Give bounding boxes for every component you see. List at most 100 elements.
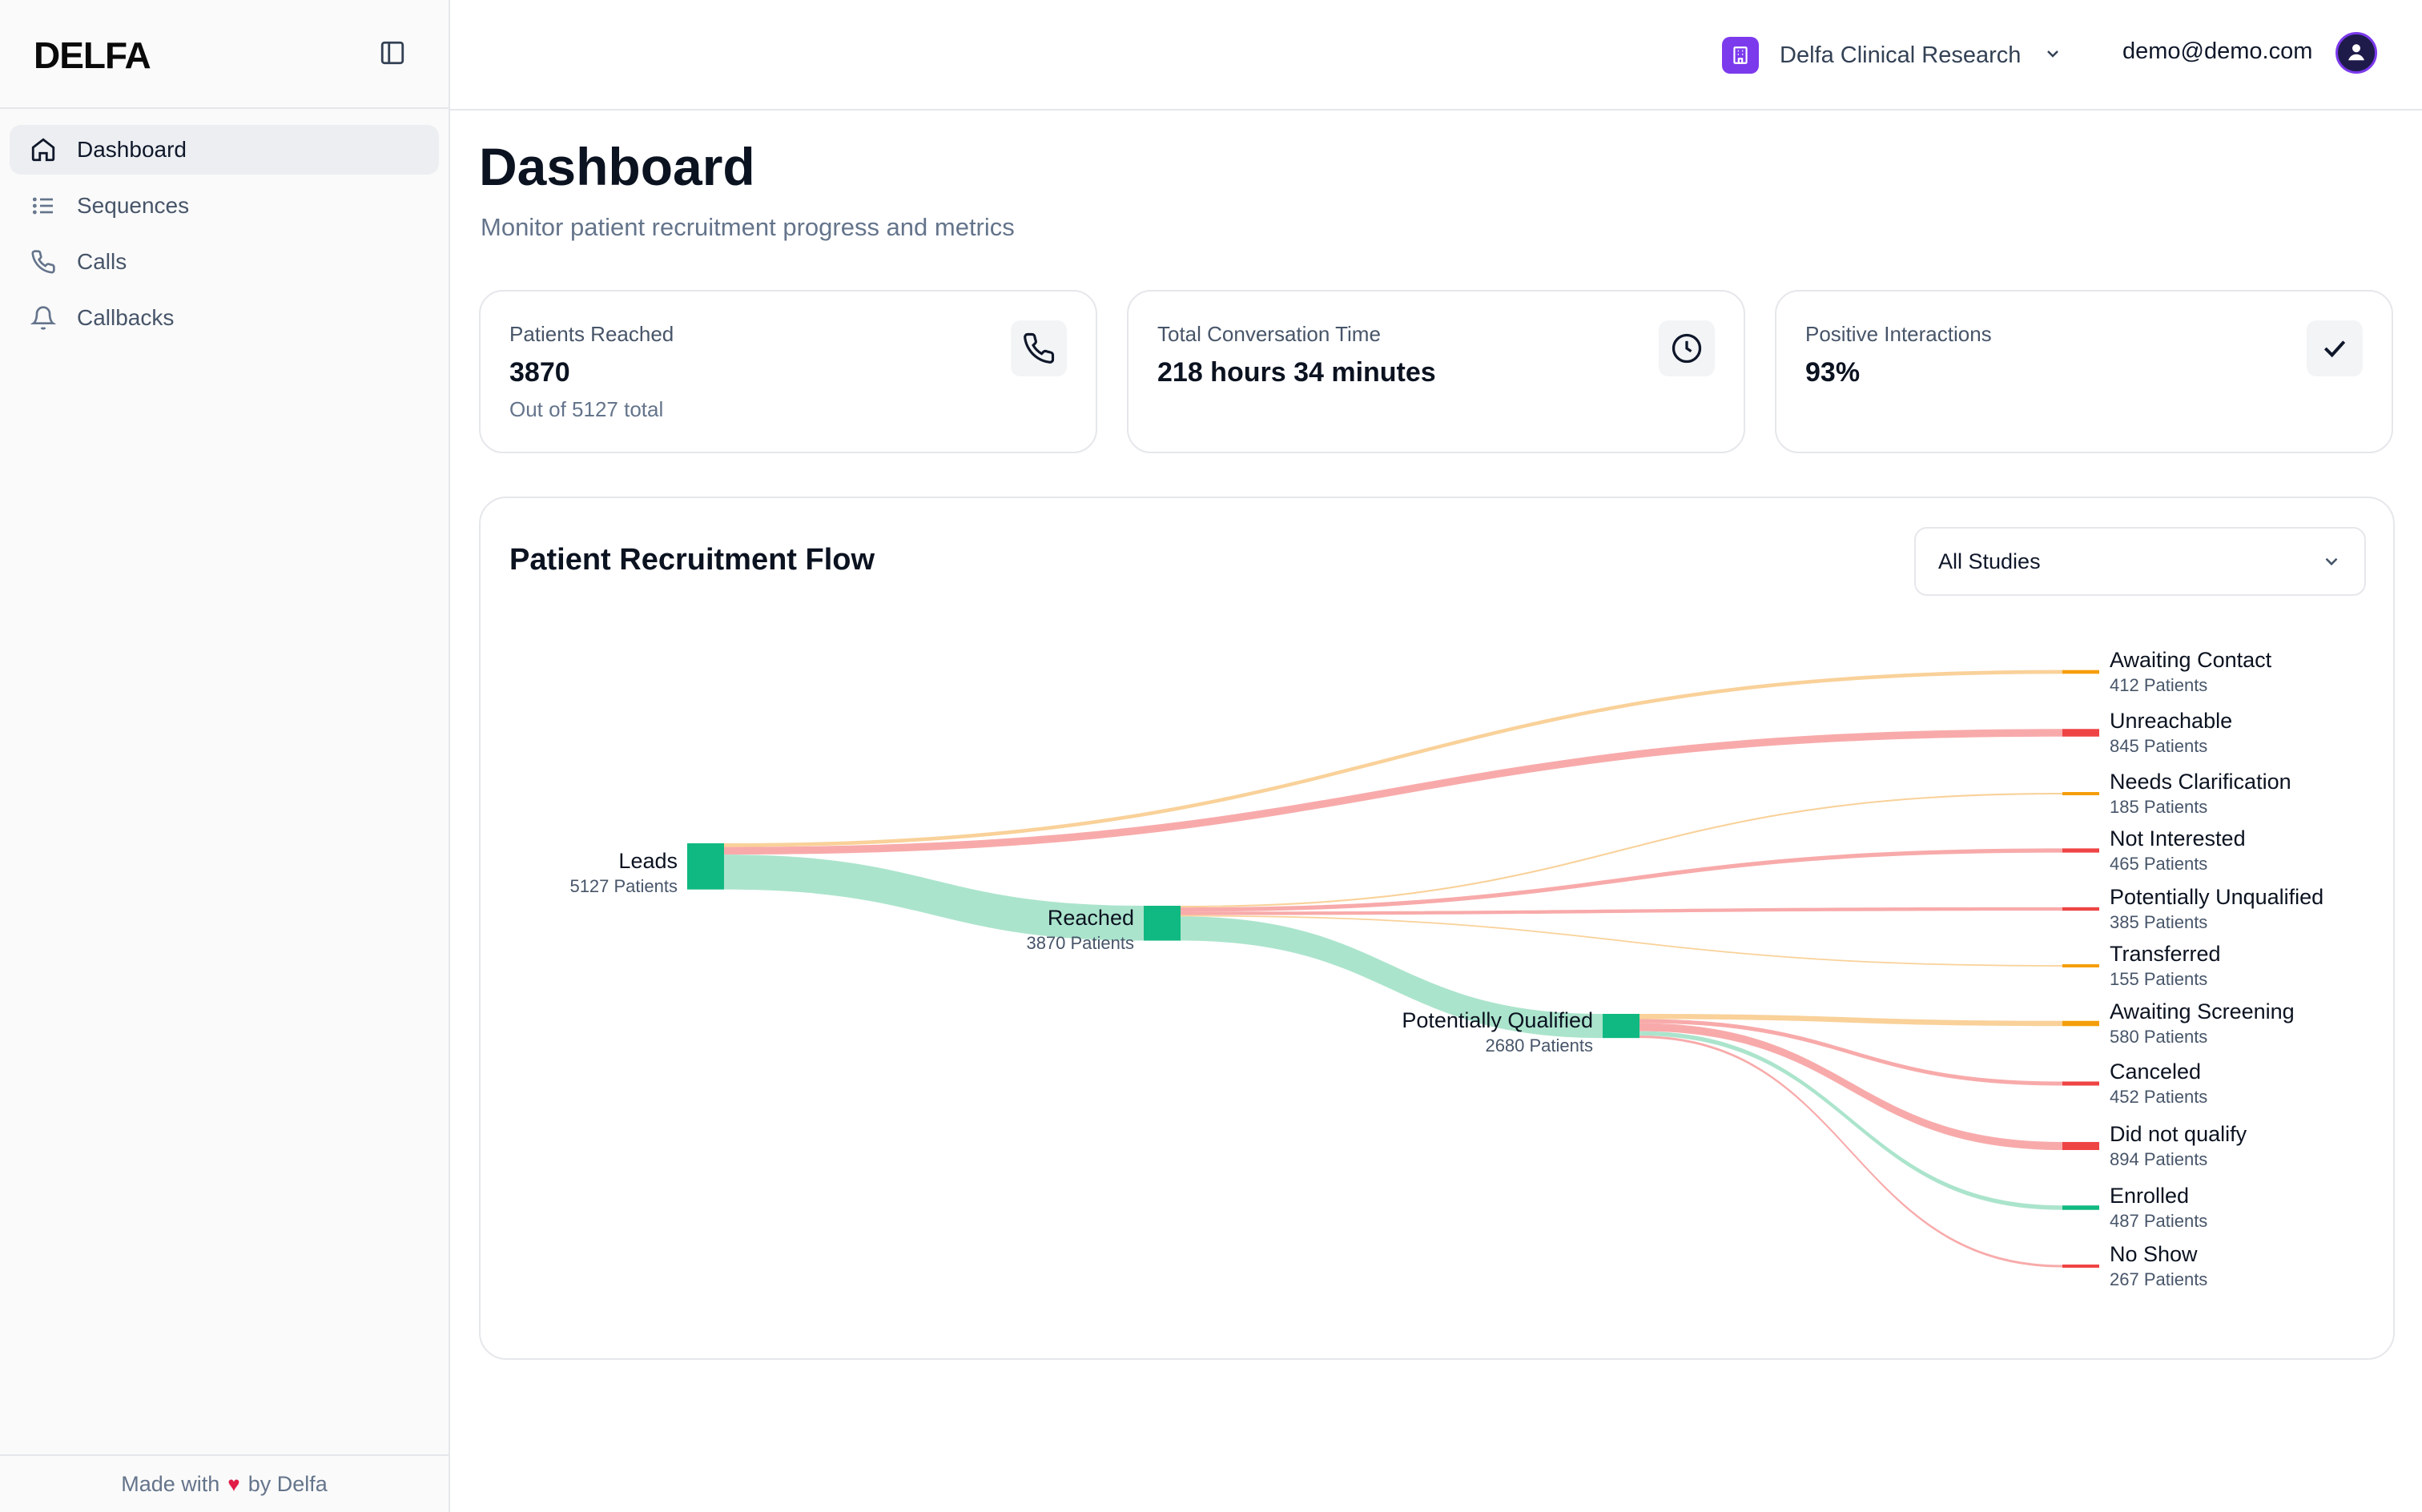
node-count-needs_clarification: 185 Patients [2110, 797, 2207, 817]
node-label-canceled: Canceled [2110, 1060, 2201, 1084]
flow-link-reached-pq[interactable] [1181, 916, 1603, 1039]
sankey-nodes [687, 670, 2099, 1268]
avatar[interactable] [2336, 32, 2377, 74]
list-icon [27, 190, 59, 222]
node-no_show[interactable] [2062, 1265, 2099, 1268]
node-count-transferred: 155 Patients [2110, 969, 2207, 989]
node-count-awaiting_contact: 412 Patients [2110, 675, 2207, 695]
org-switcher[interactable]: Delfa Clinical Research [1722, 35, 2062, 75]
node-label-unreachable: Unreachable [2110, 709, 2232, 733]
node-count-leads: 5127 Patients [569, 876, 678, 896]
flow-link-reached-transferred[interactable] [1181, 915, 2062, 967]
node-label-potentially_unqualified: Potentially Unqualified [2110, 885, 2323, 909]
footer-prefix: Made with [121, 1471, 220, 1496]
stat-value: 218 hours 34 minutes [1157, 357, 1436, 388]
sankey-labels: Leads 5127 Patients Reached 3870 Patients Po… [569, 648, 2323, 1289]
bell-icon [27, 302, 59, 334]
sidebar-header: DELFA [0, 0, 449, 109]
flow-link-reached-needs_clarification[interactable] [1181, 792, 2062, 908]
stat-label: Total Conversation Time [1157, 322, 1381, 346]
node-needs_clarification[interactable] [2062, 792, 2099, 795]
node-pq[interactable] [1603, 1014, 1639, 1039]
node-awaiting_screening[interactable] [2062, 1020, 2099, 1027]
node-awaiting_contact[interactable] [2062, 670, 2099, 674]
user-icon [2344, 39, 2368, 67]
node-label-transferred: Transferred [2110, 942, 2221, 966]
flow-link-leads-unreachable[interactable] [724, 729, 2062, 855]
node-count-awaiting_screening: 580 Patients [2110, 1027, 2207, 1047]
stat-label: Positive Interactions [1805, 322, 1992, 346]
node-label-did_not_qualify: Did not qualify [2110, 1122, 2247, 1146]
sidebar-item-sequences[interactable]: Sequences [10, 181, 439, 231]
user-email: demo@demo.com [2122, 38, 2313, 64]
flow-link-reached-potentially_unqualified[interactable] [1181, 907, 2062, 915]
panel-left-icon [379, 39, 406, 70]
node-label-enrolled: Enrolled [2110, 1184, 2189, 1208]
sidebar-item-dashboard[interactable]: Dashboard [10, 125, 439, 175]
node-potentially_unqualified[interactable] [2062, 907, 2099, 911]
sankey-links [724, 670, 2062, 1268]
node-transferred[interactable] [2062, 964, 2099, 967]
sidebar-item-calls[interactable]: Calls [10, 237, 439, 287]
chevron-down-icon [2043, 44, 2062, 67]
flow-title: Patient Recruitment Flow [509, 543, 875, 577]
home-icon [27, 134, 59, 166]
sidebar-footer: Made with ♥ by Delfa [0, 1454, 449, 1512]
study-filter-select[interactable]: All Studies [1914, 527, 2366, 596]
node-count-pq: 2680 Patients [1485, 1035, 1593, 1056]
node-reached[interactable] [1144, 906, 1181, 941]
stat-card-patients-reached: Patients Reached 3870 Out of 5127 total [479, 290, 1097, 453]
node-canceled[interactable] [2062, 1081, 2099, 1086]
heart-icon: ♥ [227, 1471, 240, 1496]
flow-link-pq-did_not_qualify[interactable] [1639, 1023, 2062, 1151]
flow-link-pq-canceled[interactable] [1639, 1019, 2062, 1086]
node-label-awaiting_screening: Awaiting Screening [2110, 999, 2295, 1023]
sidebar-item-label: Dashboard [77, 137, 187, 162]
node-count-canceled: 452 Patients [2110, 1087, 2207, 1107]
flow-link-pq-enrolled[interactable] [1639, 1031, 2062, 1210]
study-filter-value: All Studies [1938, 549, 2041, 573]
phone-icon [1011, 320, 1067, 376]
stat-value: 3870 [509, 357, 570, 388]
flow-link-leads-awaiting_contact[interactable] [724, 670, 2062, 847]
node-did_not_qualify[interactable] [2062, 1141, 2099, 1151]
node-label-needs_clarification: Needs Clarification [2110, 770, 2291, 794]
page-subtitle: Monitor patient recruitment progress and… [481, 213, 1015, 241]
node-label-not_interested: Not Interested [2110, 826, 2246, 850]
node-count-unreachable: 845 Patients [2110, 736, 2207, 756]
stat-card-positive-interactions: Positive Interactions 93% [1775, 290, 2393, 453]
node-count-potentially_unqualified: 385 Patients [2110, 912, 2207, 932]
node-count-reached: 3870 Patients [1026, 933, 1134, 953]
page-title: Dashboard [479, 137, 755, 196]
node-not_interested[interactable] [2062, 848, 2099, 853]
flow-link-leads-reached[interactable] [724, 855, 1144, 941]
flow-link-reached-not_interested[interactable] [1181, 848, 2062, 912]
flow-link-pq-no_show[interactable] [1639, 1035, 2062, 1268]
sidebar-item-callbacks[interactable]: Callbacks [10, 293, 439, 343]
footer-suffix: by Delfa [247, 1471, 328, 1496]
flow-link-pq-awaiting_screening[interactable] [1639, 1014, 2062, 1027]
node-label-no_show: No Show [2110, 1242, 2198, 1266]
top-bar: Delfa Clinical Research demo@demo.com [450, 0, 2422, 111]
sidebar-nav: Dashboard Sequences Calls Callbacks [10, 125, 439, 349]
sidebar-item-label: Sequences [77, 193, 190, 218]
node-unreachable[interactable] [2062, 729, 2099, 737]
node-count-no_show: 267 Patients [2110, 1269, 2207, 1289]
sidebar-toggle-button[interactable] [370, 37, 415, 72]
sidebar-item-label: Callbacks [77, 305, 175, 330]
node-leads[interactable] [687, 843, 724, 890]
node-enrolled[interactable] [2062, 1205, 2099, 1210]
sidebar-item-label: Calls [77, 249, 127, 274]
logo[interactable]: DELFA [34, 34, 151, 76]
node-label-leads: Leads [618, 849, 678, 873]
node-label-pq: Potentially Qualified [1402, 1008, 1593, 1032]
stat-card-conversation-time: Total Conversation Time 218 hours 34 min… [1127, 290, 1745, 453]
sidebar: DELFA Dashboard Sequences [0, 0, 450, 1512]
clock-icon [1659, 320, 1715, 376]
chevron-down-icon [2321, 551, 2342, 577]
node-label-awaiting_contact: Awaiting Contact [2110, 648, 2272, 672]
check-icon [2307, 320, 2363, 376]
stat-subtext: Out of 5127 total [509, 397, 664, 421]
